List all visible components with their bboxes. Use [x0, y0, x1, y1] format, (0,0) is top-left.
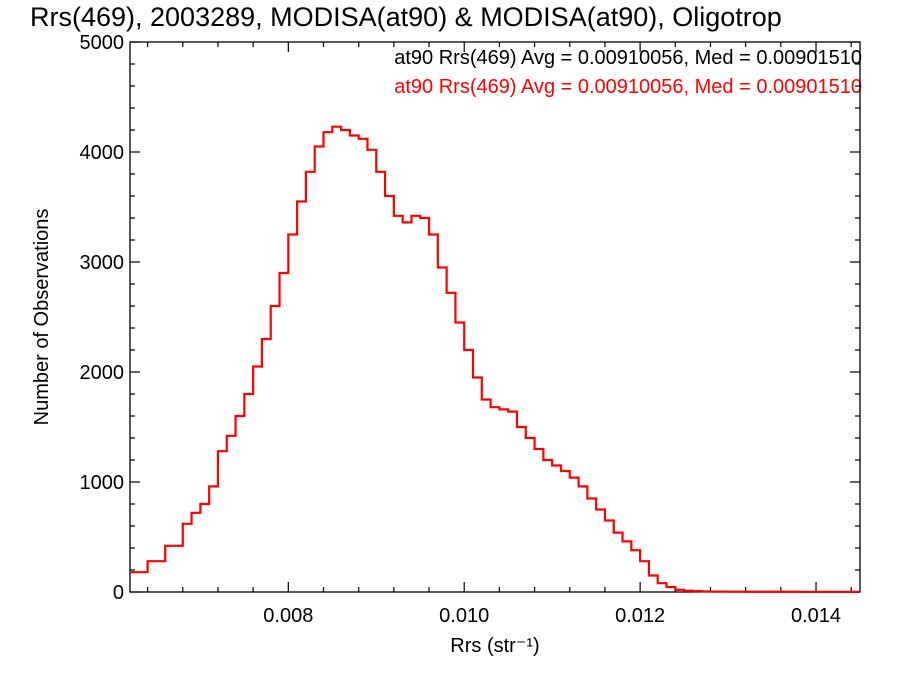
x-tick-label: 0.008 [263, 605, 313, 627]
x-tick-label: 0.014 [791, 605, 841, 627]
x-tick-label: 0.012 [615, 605, 665, 627]
series-layer [130, 125, 860, 593]
y-tick-label: 5000 [80, 32, 125, 54]
legend-entry-red: at90 Rrs(469) Avg = 0.00910056, Med = 0.… [394, 76, 862, 98]
histogram-line [130, 125, 860, 593]
x-tick-label: 0.010 [439, 605, 489, 627]
y-tick-label: 1000 [80, 472, 125, 494]
y-axis-label: Number of Observations [31, 209, 53, 426]
legend-entry-black: at90 Rrs(469) Avg = 0.00910056, Med = 0.… [394, 47, 862, 69]
x-axis-ticks: 0.008 0.010 0.012 0.014 [146, 42, 852, 627]
y-axis-ticks: 0 1000 2000 3000 4000 5000 [80, 32, 860, 604]
plot-border [129, 41, 861, 593]
x-axis-label: Rrs (str⁻¹) [450, 635, 539, 657]
chart-title: Rrs(469), 2003289, MODISA(at90) & MODISA… [30, 2, 782, 32]
y-tick-label: 0 [113, 582, 124, 604]
y-tick-label: 2000 [80, 362, 125, 384]
plot-frame [129, 41, 861, 593]
y-tick-label: 4000 [80, 142, 125, 164]
y-tick-label: 3000 [80, 252, 125, 274]
